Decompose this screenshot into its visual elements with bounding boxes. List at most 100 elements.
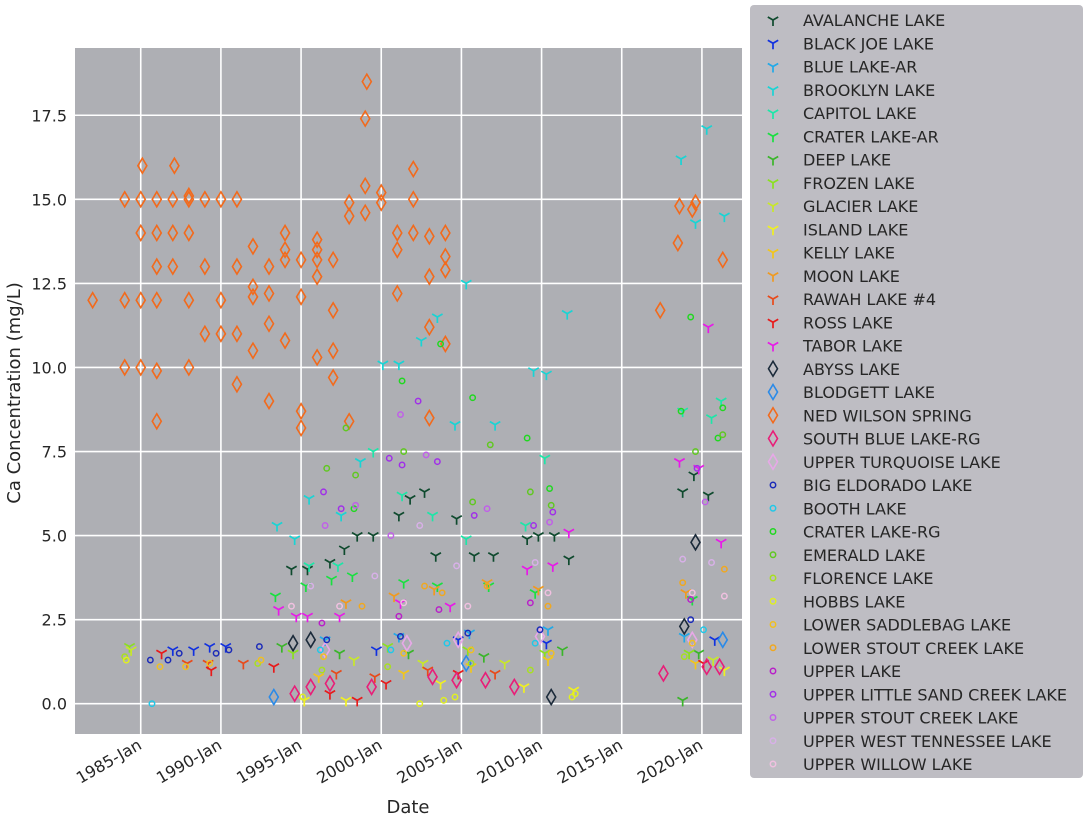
data-point [167, 646, 179, 656]
legend-marker [767, 16, 779, 26]
data-point [523, 434, 531, 442]
legend-marker [769, 551, 777, 559]
data-point [204, 642, 216, 653]
legend-marker [767, 406, 779, 425]
data-point [391, 240, 403, 259]
data-point [295, 287, 307, 306]
data-point [135, 291, 147, 310]
legend-label: AVALANCHE LAKE [803, 11, 945, 30]
data-point [367, 531, 379, 542]
data-point [483, 582, 491, 590]
data-point [478, 652, 490, 663]
data-point [404, 494, 416, 505]
data-point [435, 606, 443, 614]
data-point [369, 673, 381, 683]
data-point [427, 667, 438, 686]
data-point [526, 666, 534, 674]
data-point [299, 693, 307, 701]
data-point [700, 626, 707, 634]
data-point [257, 656, 265, 664]
data-point [351, 696, 363, 707]
data-point [679, 579, 687, 587]
legend-label: ROSS LAKE [803, 313, 893, 332]
data-point [677, 696, 689, 707]
x-tick-label: 1995-Jan [233, 735, 305, 787]
data-point [148, 700, 156, 708]
data-point [701, 124, 713, 135]
data-point [531, 639, 539, 647]
data-point [548, 531, 561, 542]
data-point [375, 183, 387, 202]
data-points [87, 72, 730, 708]
legend-marker [769, 621, 777, 628]
legend-label: FROZEN LAKE [803, 174, 915, 193]
data-point [452, 630, 464, 649]
legend-marker [767, 272, 779, 282]
data-point [393, 360, 405, 371]
data-point [423, 267, 435, 286]
data-point [164, 656, 172, 664]
legend-marker [767, 382, 779, 402]
x-tick-label: 2010-Jan [474, 735, 546, 787]
y-tick-label: 17.5 [31, 106, 67, 125]
legend-marker [767, 318, 779, 329]
data-point [433, 458, 441, 466]
data-point [451, 671, 463, 690]
data-point [387, 532, 395, 540]
data-point [366, 677, 378, 696]
x-tick-label: 2005-Jan [394, 735, 466, 787]
data-point [342, 424, 350, 432]
data-point [398, 578, 410, 589]
x-tick-label: 2015-Jan [554, 735, 626, 787]
data-point [418, 488, 431, 498]
data-point [146, 656, 154, 664]
data-point [279, 240, 291, 259]
y-axis-label: Ca Concentration (mg/L) [4, 282, 25, 503]
data-point [323, 464, 331, 472]
data-point [400, 599, 408, 607]
data-point [453, 562, 461, 570]
legend-label: UPPER STOUT CREEK LAKE [803, 709, 1018, 728]
legend-marker [769, 481, 777, 489]
data-point [397, 411, 404, 418]
data-point [359, 176, 371, 195]
data-point [678, 632, 690, 643]
data-point [320, 653, 327, 661]
data-point [335, 511, 347, 522]
data-point [464, 629, 472, 637]
data-point [530, 522, 538, 529]
data-point [318, 666, 326, 674]
data-point [384, 663, 392, 671]
legend-marker [767, 132, 779, 143]
data-point [285, 565, 298, 576]
data-point [247, 237, 259, 256]
legend-marker [769, 760, 777, 768]
data-point [547, 649, 555, 657]
data-point [295, 250, 307, 269]
data-point [693, 464, 701, 472]
legend-label: HOBBS LAKE [803, 592, 905, 611]
data-point [354, 457, 367, 468]
data-point [87, 291, 99, 310]
legend-marker [769, 574, 777, 582]
data-point [377, 360, 389, 371]
legend-marker [769, 667, 777, 675]
y-tick-label: 7.5 [42, 443, 67, 462]
data-point [263, 392, 275, 411]
legend-label: BLUE LAKE-AR [803, 58, 917, 77]
data-point [391, 223, 403, 243]
data-point [155, 649, 168, 660]
data-point [385, 454, 393, 462]
legend: AVALANCHE LAKE BLACK JOE LAKE BLUE LAKE-AR… [750, 5, 1083, 778]
x-tick-label: 2020-Jan [634, 735, 706, 787]
data-point [674, 196, 685, 216]
x-tick-label: 2000-Jan [313, 735, 385, 787]
data-point [311, 250, 323, 269]
data-point [571, 690, 579, 698]
data-point [707, 656, 719, 667]
legend-marker [767, 341, 779, 352]
data-point [307, 582, 315, 590]
data-point [718, 666, 730, 677]
data-point [486, 441, 494, 449]
data-point [467, 646, 475, 654]
